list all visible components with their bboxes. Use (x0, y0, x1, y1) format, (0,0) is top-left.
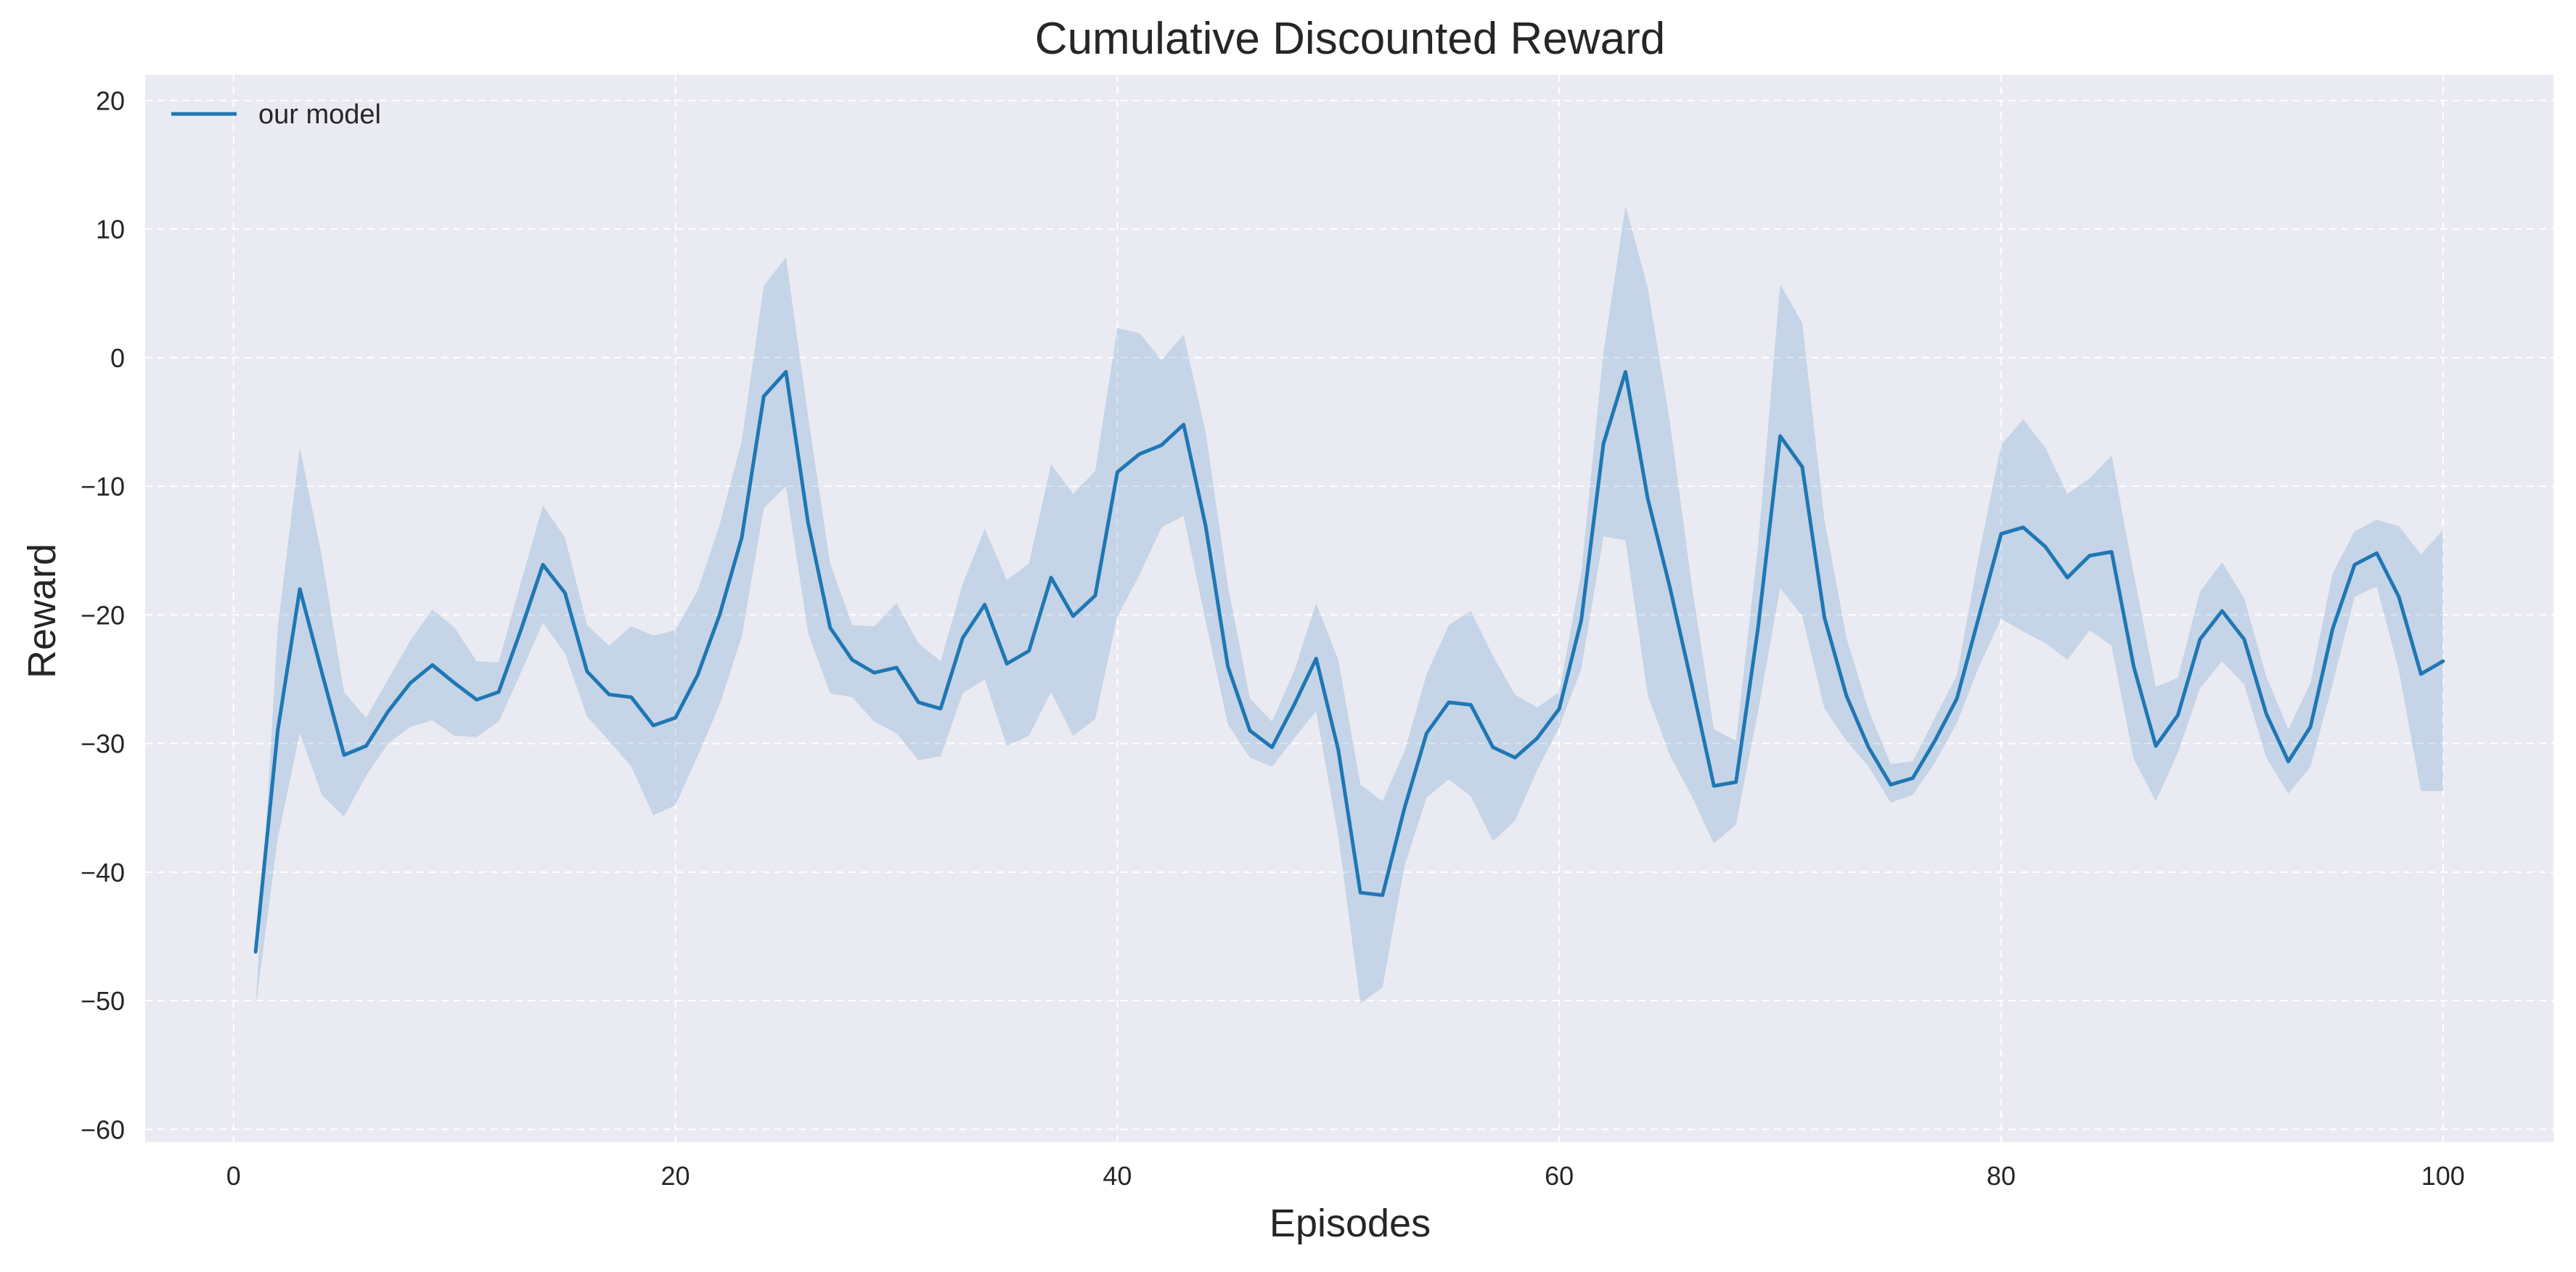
y-tick-label: −40 (81, 858, 125, 887)
plot-area (145, 75, 2553, 1142)
y-tick-label: −60 (81, 1115, 125, 1144)
y-tick-label: −50 (81, 986, 125, 1016)
x-tick-labels: 0 20 40 60 80 100 (226, 1161, 2465, 1191)
confidence-band-layer (255, 205, 2443, 1007)
y-tick-label: −20 (81, 600, 125, 630)
y-tick-label: 20 (96, 86, 125, 115)
y-tick-label: 0 (110, 343, 125, 373)
legend: our model (171, 99, 381, 130)
y-tick-label: −30 (81, 729, 125, 759)
confidence-band (255, 205, 2443, 1007)
series-line-layer (253, 369, 2445, 954)
grid-lines (145, 75, 2553, 1142)
y-axis-label: Reward (20, 543, 64, 678)
x-axis-label: Episodes (1269, 1202, 1431, 1245)
x-tick-label: 100 (2421, 1161, 2465, 1191)
chart-title: Cumulative Discounted Reward (1035, 14, 1665, 64)
x-tick-label: 20 (661, 1161, 690, 1191)
x-tick-label: 60 (1545, 1161, 1574, 1191)
series-line (253, 369, 2445, 954)
x-tick-label: 0 (226, 1161, 241, 1191)
y-tick-label: −10 (81, 472, 125, 501)
legend-label: our model (258, 99, 381, 130)
y-tick-labels: −60 −50 −40 −30 −20 −10 0 10 20 (81, 86, 125, 1144)
y-tick-label: 10 (96, 215, 125, 245)
x-tick-label: 40 (1103, 1161, 1132, 1191)
x-tick-label: 80 (1987, 1161, 2016, 1191)
